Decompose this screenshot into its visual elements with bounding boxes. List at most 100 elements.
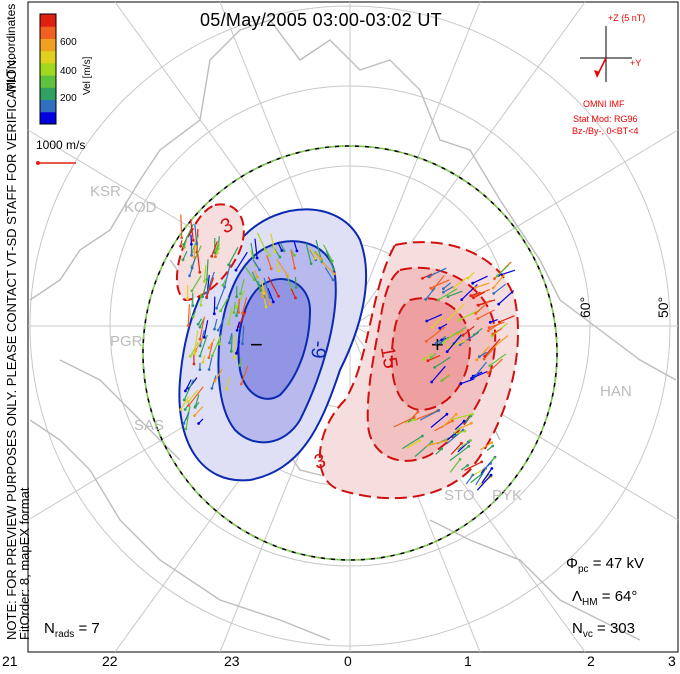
velocity-vector-origin xyxy=(235,351,238,355)
velocity-vector xyxy=(428,267,447,278)
colorbar-swatch xyxy=(40,87,56,101)
velocity-vector-origin xyxy=(182,422,186,425)
velocity-vector xyxy=(190,219,194,241)
velocity-vector-origin xyxy=(446,295,450,298)
contour-pos-small xyxy=(175,203,245,302)
velocity-vector-origin xyxy=(430,326,434,329)
velocity-vector-origin xyxy=(202,335,206,339)
contour-neg-15 xyxy=(237,278,312,400)
velocity-vector-origin xyxy=(412,415,416,419)
radar-count: Nrads = 7 xyxy=(44,620,100,640)
velocity-vector xyxy=(446,433,456,442)
velocity-vector xyxy=(414,441,433,457)
mlt-tick-1: 1 xyxy=(464,653,472,669)
velocity-vector xyxy=(199,334,208,357)
colorbar-swatch xyxy=(40,50,56,64)
velocity-vector xyxy=(290,288,297,299)
velocity-vector xyxy=(406,440,420,449)
velocity-vector-origin xyxy=(471,473,475,477)
velocity-vector-origin xyxy=(207,356,211,359)
velocity-vector-origin xyxy=(184,389,187,393)
velocity-vector-origin xyxy=(227,322,231,326)
velocity-vector-origin xyxy=(207,346,211,350)
mlt-tick-2: 2 xyxy=(587,653,595,669)
velocity-vector-origin xyxy=(294,296,297,300)
velocity-vector-origin xyxy=(256,275,259,279)
velocity-vector-origin xyxy=(198,325,202,329)
velocity-vector xyxy=(475,282,490,289)
potential-min-marker: − xyxy=(250,332,263,357)
velocity-vector xyxy=(430,279,450,289)
velocity-vector-origin xyxy=(424,298,428,301)
velocity-vector-origin xyxy=(239,382,243,386)
velocity-vector-origin xyxy=(319,257,322,260)
velocity-vector xyxy=(189,342,199,357)
velocity-vector xyxy=(498,290,515,305)
velocity-vector-origin xyxy=(198,354,202,358)
hm-latitude: ΛHM = 64° xyxy=(572,588,638,608)
velocity-vector-origin xyxy=(469,294,473,298)
imf-dial xyxy=(580,26,632,82)
site-pgr: PGR xyxy=(110,333,143,350)
velocity-vector-origin xyxy=(495,274,499,278)
velocity-vector xyxy=(401,435,423,450)
velocity-vector-origin xyxy=(437,298,440,302)
velocity-vector-origin xyxy=(193,352,196,355)
velocity-vector-origin xyxy=(472,333,476,337)
contour-label-neg-9: -9 xyxy=(306,340,329,360)
velocity-vector xyxy=(490,335,509,351)
velocity-vector xyxy=(220,296,229,312)
velocity-vector-origin xyxy=(445,412,449,416)
velocity-vector-origin xyxy=(440,379,444,383)
velocity-vector xyxy=(492,328,503,335)
velocity-vector xyxy=(473,327,483,336)
velocity-vector xyxy=(472,371,483,377)
velocity-vector-origin xyxy=(490,467,494,470)
colorbar-swatch xyxy=(40,14,56,27)
velocity-vector xyxy=(254,238,258,259)
velocity-vector-origin xyxy=(271,300,275,304)
velocity-vector xyxy=(180,214,183,238)
velocity-vector-origin xyxy=(295,249,299,253)
velocity-vector-origin xyxy=(192,362,196,366)
velocity-vector xyxy=(263,277,271,298)
imf-model: Stat Mod: RG96 xyxy=(573,114,638,124)
velocity-vector-origin xyxy=(268,303,272,306)
velocity-vector-origin xyxy=(212,312,216,316)
velocity-vector-origin xyxy=(238,364,242,367)
velocity-vector xyxy=(425,287,436,300)
velocity-vector-origin xyxy=(471,281,475,285)
velocity-vector-origin xyxy=(458,457,462,461)
velocity-vector xyxy=(233,301,236,313)
colorbar-label: Vel [m/s] xyxy=(82,56,93,95)
velocity-vector xyxy=(208,342,214,358)
velocity-vector-origin xyxy=(460,441,463,445)
velocity-vector xyxy=(441,374,450,382)
velocity-vector-origin xyxy=(454,412,458,416)
colorbar-swatch xyxy=(40,99,56,113)
velocity-vector xyxy=(184,379,192,392)
imf-y-label: +Y xyxy=(630,58,642,68)
velocity-vector-origin xyxy=(421,276,424,280)
velocity-vector-origin xyxy=(225,387,229,391)
velocity-vector-origin xyxy=(213,327,216,331)
velocity-vector-origin xyxy=(228,341,231,345)
colorbar-border xyxy=(39,13,57,125)
colorbar-swatch xyxy=(40,75,56,88)
velocity-vector-origin xyxy=(201,360,205,364)
velocity-vector xyxy=(199,316,206,340)
velocity-vector xyxy=(443,282,452,290)
velocity-vector xyxy=(321,261,335,275)
site-han: HAN xyxy=(600,383,632,400)
velocity-vector xyxy=(266,255,272,269)
velocity-vector xyxy=(261,280,265,294)
plot-border xyxy=(27,1,679,653)
velocity-vector-origin xyxy=(210,387,214,390)
velocity-vector-origin xyxy=(190,253,194,257)
velocity-vector-origin xyxy=(215,306,219,310)
velocity-vector-origin xyxy=(218,342,222,346)
velocity-vector-origin xyxy=(444,439,448,443)
velocity-vector-origin xyxy=(262,291,265,295)
velocity-vector-origin xyxy=(463,429,467,433)
